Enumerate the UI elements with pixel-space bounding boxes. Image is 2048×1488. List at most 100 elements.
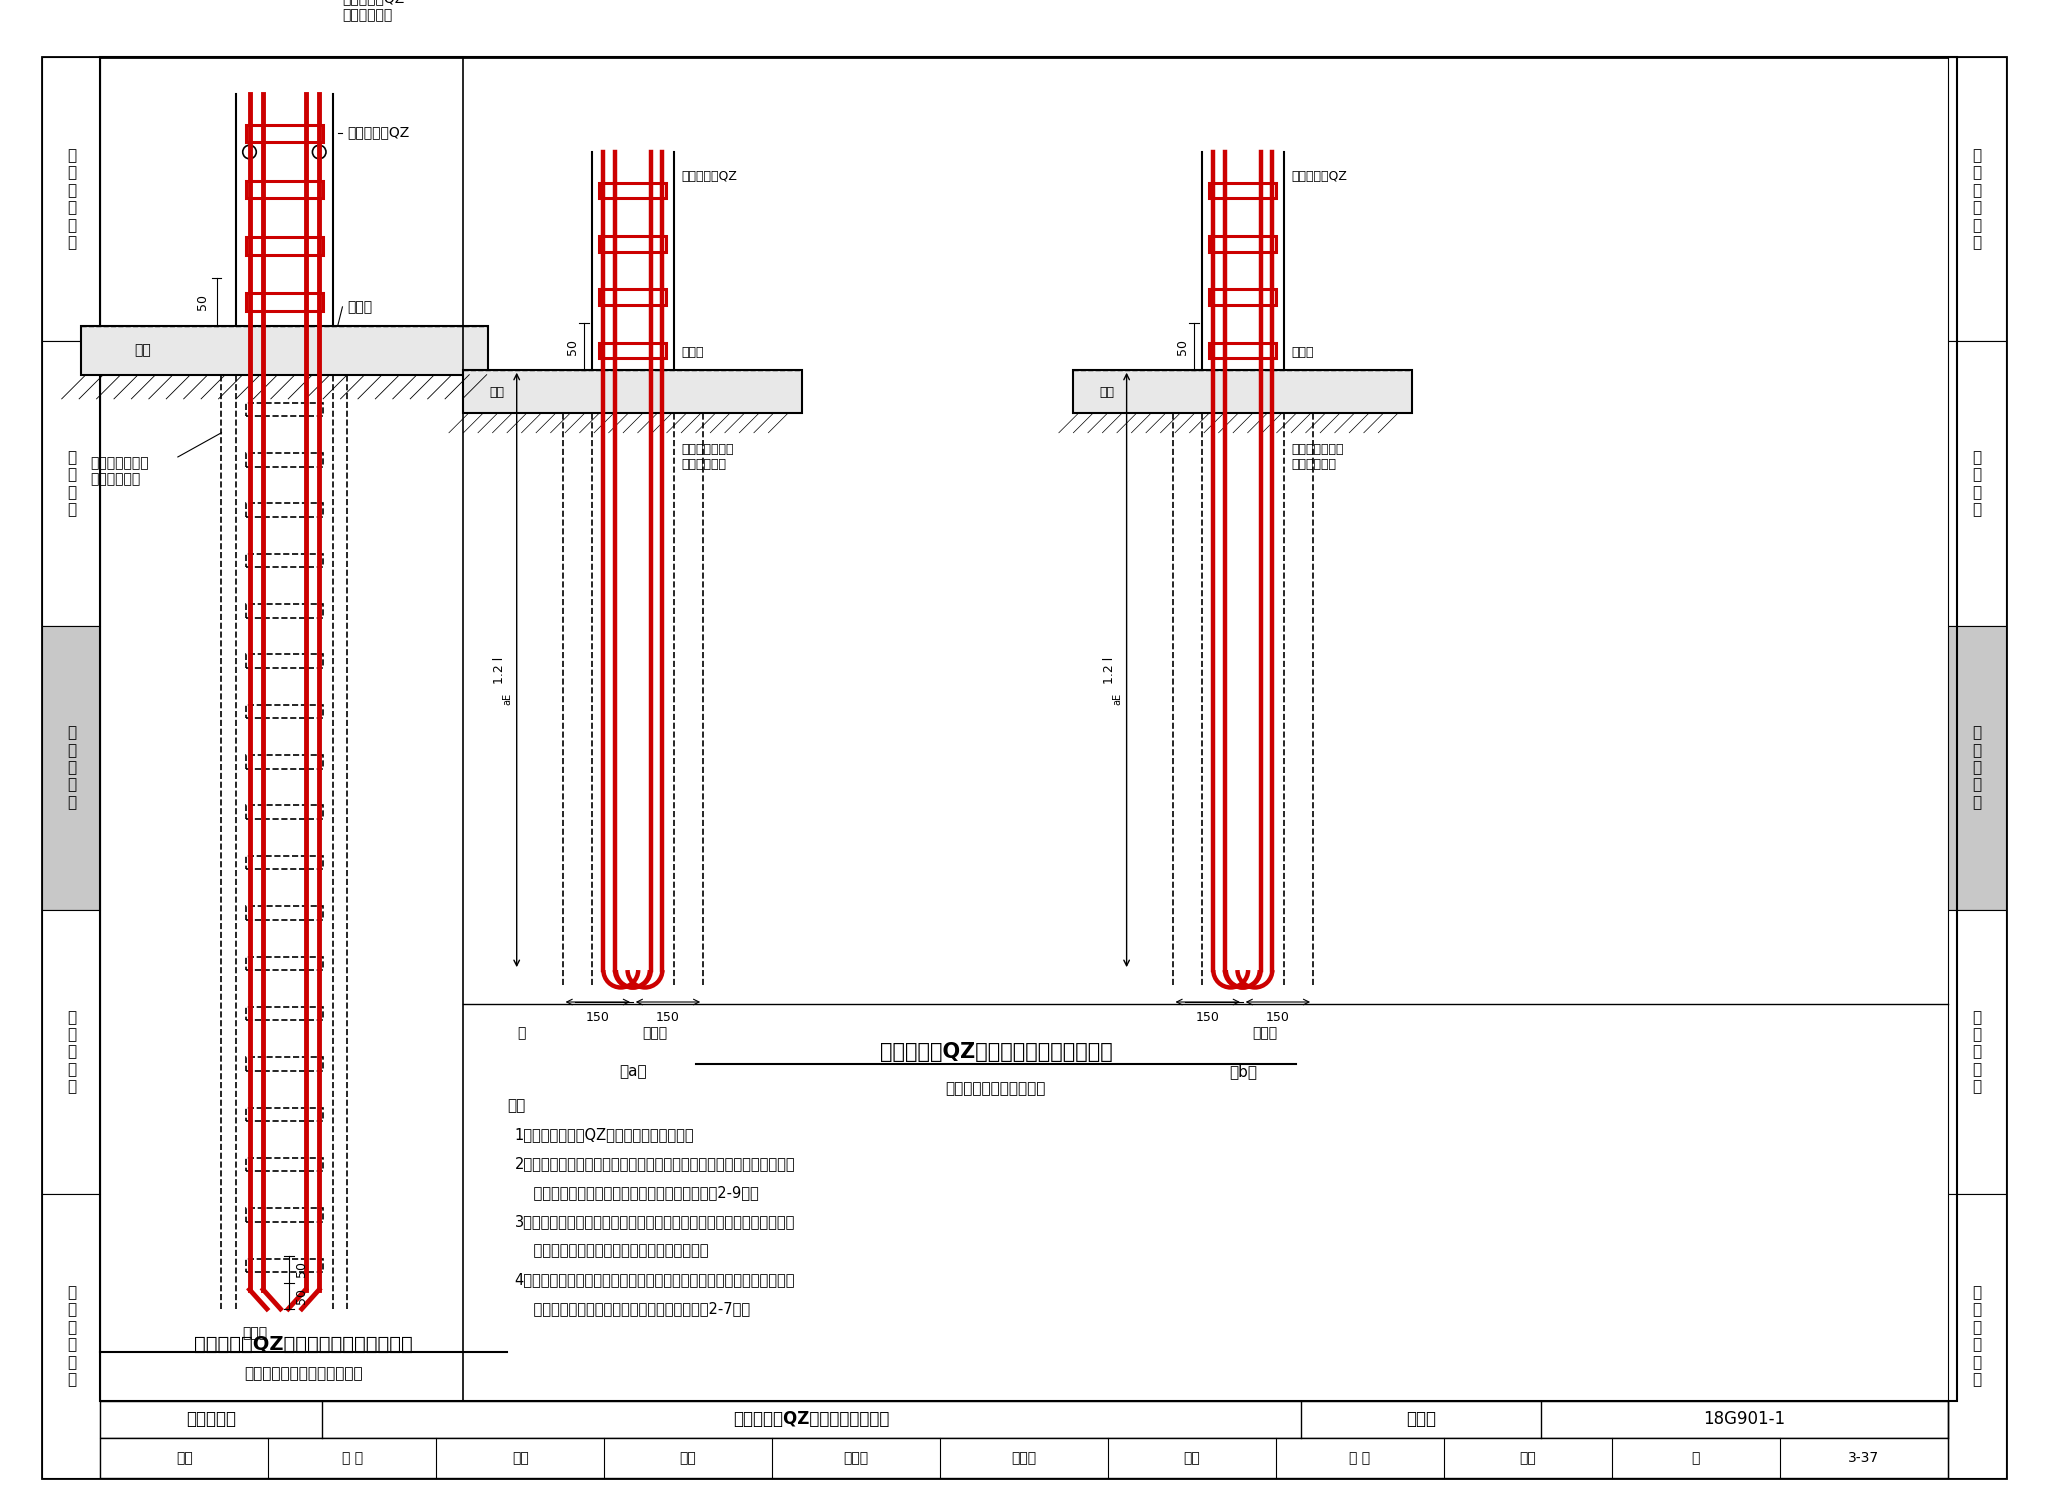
Text: 剪
力
墙
部
分: 剪 力 墙 部 分: [68, 726, 76, 809]
Text: 普
通
板
部
分: 普 通 板 部 分: [1972, 1010, 1980, 1094]
Bar: [1210, 290, 1276, 305]
Bar: [1073, 371, 1413, 414]
Bar: [1948, 625, 2005, 909]
Bar: [1948, 1193, 2005, 1478]
Text: aE: aE: [1112, 693, 1122, 705]
Bar: [100, 1437, 1948, 1478]
Bar: [246, 604, 324, 618]
Text: 普
通
板
部
分: 普 通 板 部 分: [68, 1010, 76, 1094]
Text: 按上柱非加密区
箍筋要求配置: 按上柱非加密区 箍筋要求配置: [90, 457, 150, 487]
Text: 梁: 梁: [518, 1027, 526, 1040]
Text: 曹 典: 曹 典: [1350, 1451, 1370, 1466]
Text: 筋要求配置。箍筋加密区构造要求详见本图集第2-9页。: 筋要求配置。箍筋加密区构造要求详见本图集第2-9页。: [514, 1186, 758, 1201]
Text: 50: 50: [295, 1289, 309, 1305]
Bar: [43, 341, 100, 625]
Bar: [82, 326, 487, 375]
Text: 楼板: 楼板: [135, 344, 152, 357]
Text: 剪力墙: 剪力墙: [1253, 1027, 1278, 1040]
Text: aE: aE: [502, 693, 512, 705]
Bar: [246, 906, 324, 920]
Bar: [246, 957, 324, 970]
Bar: [43, 625, 100, 909]
Bar: [1948, 909, 2005, 1193]
Bar: [246, 1007, 324, 1021]
Text: 18G901-1: 18G901-1: [1704, 1411, 1786, 1428]
Bar: [100, 1400, 1948, 1437]
Text: 150: 150: [655, 1010, 680, 1024]
Bar: [600, 342, 666, 359]
Bar: [246, 1158, 324, 1171]
Text: （a）: （a）: [618, 1064, 647, 1079]
Bar: [246, 655, 324, 668]
Text: 剪力墙部分: 剪力墙部分: [186, 1411, 236, 1428]
Bar: [246, 1208, 324, 1222]
Bar: [246, 1056, 324, 1071]
Text: 剪力墙上柱QZ钢筋排布构造详图（二）: 剪力墙上柱QZ钢筋排布构造详图（二）: [879, 1043, 1112, 1062]
Text: （柱向下延伸与墙重叠一层）: （柱向下延伸与墙重叠一层）: [244, 1366, 362, 1381]
Bar: [246, 403, 324, 417]
Text: 覃双: 覃双: [1520, 1451, 1536, 1466]
Bar: [246, 503, 324, 516]
Bar: [43, 909, 100, 1193]
Bar: [246, 554, 324, 567]
Text: 剪力墙上柱QZ
与墙重叠一层: 剪力墙上柱QZ 与墙重叠一层: [342, 0, 406, 22]
Bar: [246, 125, 324, 143]
Text: 4．本图中柱的纵筋连接及箍筋构造除柱根部位置外，其余均与框架柱的: 4．本图中柱的纵筋连接及箍筋构造除柱根部位置外，其余均与框架柱的: [514, 1272, 795, 1287]
Text: 1.2 l: 1.2 l: [494, 656, 506, 683]
Bar: [1948, 341, 2005, 625]
Text: 3．墙上起柱（柱纵筋锚固在墙顶部时），墙体的平面外方向应设梁，以: 3．墙上起柱（柱纵筋锚固在墙顶部时），墙体的平面外方向应设梁，以: [514, 1214, 795, 1229]
Bar: [1948, 57, 2005, 341]
Bar: [1210, 237, 1276, 251]
Bar: [246, 182, 324, 198]
Text: 150: 150: [586, 1010, 610, 1024]
Text: 高志强: 高志强: [844, 1451, 868, 1466]
Text: 按上柱非加密区
箍筋要求配置: 按上柱非加密区 箍筋要求配置: [1290, 443, 1343, 472]
Bar: [246, 1107, 324, 1120]
Text: 50: 50: [1176, 339, 1188, 354]
Text: 1．图中墙上起柱QZ的嵌固部位为墙顶面。: 1．图中墙上起柱QZ的嵌固部位为墙顶面。: [514, 1126, 694, 1143]
Text: 剪力墙上柱QZ: 剪力墙上柱QZ: [1290, 170, 1348, 183]
Text: 墙顶面: 墙顶面: [682, 345, 705, 359]
Text: 50: 50: [195, 295, 209, 310]
Text: 墙顶面: 墙顶面: [348, 301, 373, 314]
Bar: [246, 754, 324, 769]
Text: 审核: 审核: [176, 1451, 193, 1466]
Text: 墙顶面: 墙顶面: [1290, 345, 1313, 359]
Text: 无
梁
楼
盖
部
分: 无 梁 楼 盖 部 分: [1972, 1286, 1980, 1387]
Text: 校对: 校对: [680, 1451, 696, 1466]
Bar: [1210, 342, 1276, 359]
Bar: [246, 805, 324, 818]
Bar: [246, 705, 324, 719]
Text: 框
架
部
分: 框 架 部 分: [1972, 449, 1980, 518]
Bar: [43, 57, 100, 341]
Bar: [246, 856, 324, 869]
Text: 150: 150: [1266, 1010, 1290, 1024]
Text: 富士泾: 富士泾: [1012, 1451, 1036, 1466]
Bar: [246, 237, 324, 254]
Text: 框
架
部
分: 框 架 部 分: [68, 449, 76, 518]
Bar: [246, 293, 324, 311]
Text: 按上柱非加密区
箍筋要求配置: 按上柱非加密区 箍筋要求配置: [682, 443, 733, 472]
Text: 剪力墙上柱QZ钢筋排布构造详图（一）: 剪力墙上柱QZ钢筋排布构造详图（一）: [195, 1335, 414, 1354]
Bar: [600, 183, 666, 198]
Bar: [43, 1193, 100, 1478]
Text: 剪力墙: 剪力墙: [244, 1326, 268, 1341]
Text: 一
般
构
造
要
求: 一 般 构 造 要 求: [68, 149, 76, 250]
Text: 50: 50: [295, 1262, 309, 1277]
Bar: [246, 452, 324, 467]
Text: 剪力墙上柱QZ钢筋排布构造详图: 剪力墙上柱QZ钢筋排布构造详图: [733, 1411, 889, 1428]
Text: 页: 页: [1692, 1451, 1700, 1466]
Text: 剪
力
墙
部
分: 剪 力 墙 部 分: [1972, 726, 1980, 809]
Text: 剪力墙上柱QZ: 剪力墙上柱QZ: [348, 125, 410, 140]
Text: 50: 50: [565, 339, 580, 354]
Text: 刘 敏: 刘 敏: [342, 1451, 362, 1466]
Text: 一
般
构
造
要
求: 一 般 构 造 要 求: [1972, 149, 1980, 250]
Bar: [463, 371, 803, 414]
Text: 剪力墙: 剪力墙: [643, 1027, 668, 1040]
Text: 150: 150: [1196, 1010, 1221, 1024]
Text: 设计: 设计: [1184, 1451, 1200, 1466]
Text: 纵筋连接及箍筋构造要求相同，详见本图集第2-7页。: 纵筋连接及箍筋构造要求相同，详见本图集第2-7页。: [514, 1302, 750, 1317]
Text: （b）: （b）: [1229, 1064, 1257, 1079]
Text: 图集号: 图集号: [1407, 1411, 1436, 1428]
Text: 平衡柱脚在该方向的零矩。具体以设计为准。: 平衡柱脚在该方向的零矩。具体以设计为准。: [514, 1244, 709, 1259]
